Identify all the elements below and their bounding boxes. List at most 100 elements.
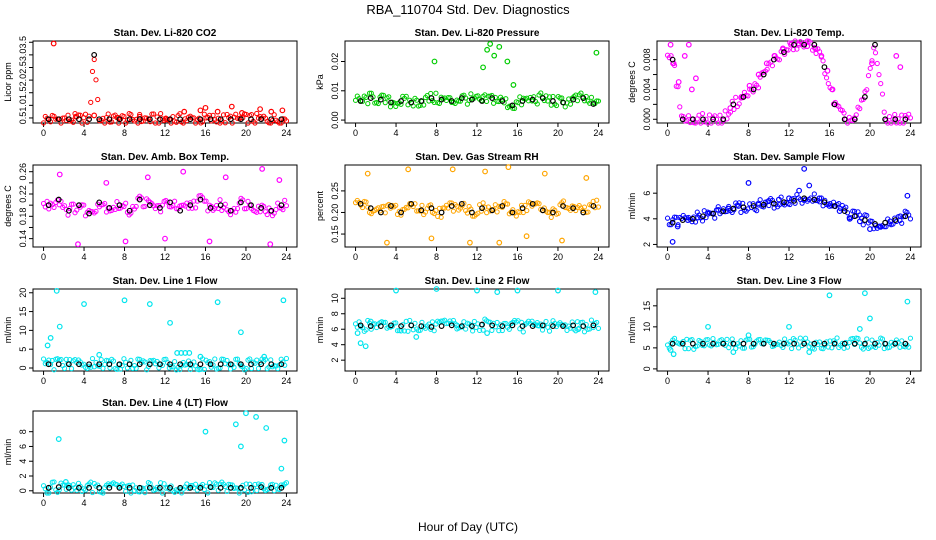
data-point [259,481,265,488]
data-point [380,203,387,209]
y-axis-label: Licor ppm [3,62,13,102]
data-point [546,209,553,215]
data-point [904,298,911,305]
x-tick-label: 12 [160,252,170,262]
hourly-point [770,200,777,207]
hourly-point [730,205,737,212]
data-point [846,215,853,222]
data-point [234,485,241,491]
hourly-point [106,205,113,211]
data-point [93,208,99,215]
data-point [123,488,129,494]
data-point [142,203,148,210]
data-point [380,92,387,98]
data-point [467,239,473,246]
hourly-point [357,200,364,207]
data-point [876,72,882,78]
data-point [695,214,701,221]
data-point [480,64,486,71]
data-point [594,197,600,203]
x-tick-label: 8 [746,128,751,138]
x-tick-label: 0 [41,376,46,386]
hourly-point [590,322,597,329]
hourly-point [489,95,496,102]
hourly-point [177,116,184,123]
hourly-point [791,340,797,347]
data-point [804,43,811,50]
data-point [776,202,782,208]
hourly-point [157,361,163,368]
data-point [474,287,480,294]
hourly-point [710,116,716,123]
data-point [692,120,699,126]
data-point [268,108,275,115]
data-point [594,319,600,326]
hourly-point [781,199,787,206]
hourly-point [227,361,234,368]
hourly-point [217,116,224,123]
data-point [595,98,602,104]
x-tick-label: 8 [122,498,127,508]
data-point [881,109,887,115]
data-point [715,120,721,126]
data-point [496,43,503,50]
data-point [897,120,903,126]
hourly-point [862,94,868,100]
x-tick-label: 16 [200,128,210,138]
data-point [95,96,101,103]
data-point [269,117,276,124]
data-point [197,353,204,360]
data-point [667,41,674,48]
y-tick-label: 4 [18,459,28,464]
y-tick-label: 15 [18,307,28,317]
data-point [794,46,800,52]
hourly-point [76,484,82,491]
data-point [70,201,76,207]
y-tick-label: 0.22 [18,185,28,203]
x-tick-label: 4 [706,128,711,138]
y-tick-label: 0.01 [330,82,340,100]
data-point [384,239,390,246]
panel-7: Stan. Dev. Line 1 Flow ml/min 0 4 8 12 16 20 24 0… [3,276,298,386]
hourly-point [689,116,696,123]
data-point [107,365,113,371]
figure-title: RBA_110704 Std. Dev. Diagnostics [366,2,570,17]
hourly-point [76,361,82,368]
data-point [271,112,277,118]
data-point [789,345,795,352]
panel-5: Stan. Dev. Gas Stream RH percent 0 4 8 12 16 20… [315,152,610,262]
hourly-point [458,323,465,330]
data-point [365,204,371,210]
x-tick-label: 0 [41,252,46,262]
hourly-point [499,98,506,104]
data-point [283,355,290,362]
data-point [210,112,216,118]
data-point [487,41,494,47]
hourly-point [227,207,234,214]
hourly-point [197,196,204,203]
data-point [239,110,245,116]
y-tick-label: 0 [642,366,652,371]
x-tick-label: 24 [593,376,603,386]
hourly-point [227,484,234,491]
x-tick-label: 20 [553,128,563,138]
hourly-point [268,207,275,214]
data-point [590,324,596,331]
panel-title: Stan. Dev. Line 3 Flow [737,276,842,287]
data-point [81,301,87,307]
data-point [569,319,575,325]
x-tick-label: 24 [281,376,291,386]
x-tick-label: 8 [122,376,127,386]
hourly-point [167,361,173,368]
hourly-point [700,213,706,220]
hourly-point [398,209,405,216]
hourly-point [227,116,234,123]
panel-9: Stan. Dev. Line 3 Flow ml/min 0 4 8 12 16 20 24 0… [627,276,922,386]
hourly-point [550,323,556,330]
data-point [524,207,530,214]
x-tick-label: 0 [665,252,670,262]
data-point [247,356,253,362]
data-point [366,90,373,96]
data-point [203,198,209,204]
